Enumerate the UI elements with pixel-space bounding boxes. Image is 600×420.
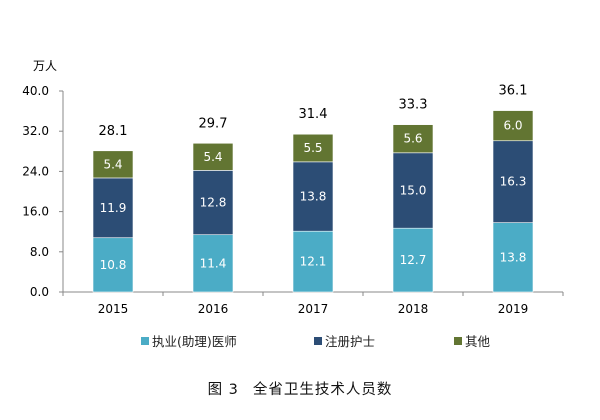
bar-segment — [92, 177, 134, 239]
bar-segment — [192, 142, 234, 171]
segment-value-label: 12.7 — [400, 253, 427, 267]
bar-segment — [392, 227, 434, 293]
bars: 10.8 11.9 5.4 28.1 11.4 12.8 5.4 29.7 12.1 13.8 5.… — [92, 84, 534, 293]
y-tick-label: 24.0 — [22, 164, 49, 178]
legend-item-physicians: 执业(助理)医师 — [141, 331, 237, 350]
figure-number: 图 3 — [207, 382, 239, 398]
y-tick-label: 40.0 — [22, 84, 49, 98]
x-tick-label: 2017 — [298, 302, 329, 316]
bar-segment — [192, 170, 234, 236]
bar-segment — [92, 150, 134, 179]
total-value-label: 33.3 — [399, 98, 428, 113]
total-value-label: 31.4 — [299, 107, 328, 122]
bar-segment — [292, 161, 334, 232]
legend-label-other: 其他 — [465, 334, 491, 349]
legend-swatch-physicians — [141, 336, 149, 345]
bar-segment — [392, 124, 434, 154]
legend-item-nurses: 注册护士 — [314, 331, 375, 350]
stacked-bar-chart: 万人 0.0 8.0 16.0 24.0 32.0 40.0 2015 2016 2017 201… — [22, 59, 564, 316]
bar-segment — [92, 237, 134, 293]
segment-value-label: 12.1 — [300, 255, 327, 269]
bar-segment — [292, 230, 334, 293]
bar-segment — [492, 140, 534, 223]
segment-value-label: 16.3 — [500, 175, 527, 189]
y-tick-label: 0.0 — [30, 285, 49, 299]
total-value-label: 29.7 — [199, 116, 228, 131]
x-tick-label: 2018 — [398, 302, 429, 316]
figure-caption: 图 3 全省卫生技术人员数 — [0, 378, 600, 399]
y-tick-label: 8.0 — [30, 245, 49, 259]
y-tick-label: 16.0 — [22, 205, 49, 219]
segment-value-label: 11.4 — [200, 256, 227, 270]
segment-value-label: 5.6 — [403, 132, 422, 146]
bar-segment — [492, 110, 534, 142]
legend: 执业(助理)医师 注册护士 其他 — [0, 331, 600, 351]
segment-value-label: 15.0 — [400, 183, 427, 197]
y-axis-unit-label: 万人 — [33, 59, 57, 73]
x-tick-label: 2015 — [98, 302, 129, 316]
chart-title: 全省卫生技术人员数 — [252, 382, 393, 398]
segment-value-label: 12.8 — [200, 196, 227, 210]
total-value-label: 28.1 — [99, 124, 128, 139]
legend-item-other: 其他 — [454, 331, 490, 350]
bar-segment — [492, 222, 534, 293]
segment-value-label: 10.8 — [100, 258, 127, 272]
x-tick-label: 2016 — [198, 302, 229, 316]
legend-swatch-nurses — [314, 336, 322, 345]
segment-value-label: 5.5 — [303, 141, 322, 155]
total-value-label: 36.1 — [499, 84, 528, 99]
legend-label-nurses: 注册护士 — [325, 334, 376, 349]
axes: 0.0 8.0 16.0 24.0 32.0 40.0 2015 2016 2017 2018 20… — [22, 84, 564, 316]
segment-value-label: 11.9 — [100, 201, 127, 215]
segment-value-label: 6.0 — [503, 119, 522, 133]
bar-segment — [292, 133, 334, 163]
legend-label-physicians: 执业(助理)医师 — [152, 334, 237, 349]
segment-value-label: 13.8 — [300, 190, 327, 204]
segment-value-label: 13.8 — [500, 250, 527, 264]
segment-value-label: 5.4 — [203, 150, 222, 164]
bar-segment — [192, 234, 234, 293]
bar-segment — [392, 152, 434, 229]
x-tick-label: 2019 — [498, 302, 529, 316]
y-tick-label: 32.0 — [22, 124, 49, 138]
segment-value-label: 5.4 — [103, 157, 122, 171]
legend-swatch-other — [454, 336, 462, 345]
